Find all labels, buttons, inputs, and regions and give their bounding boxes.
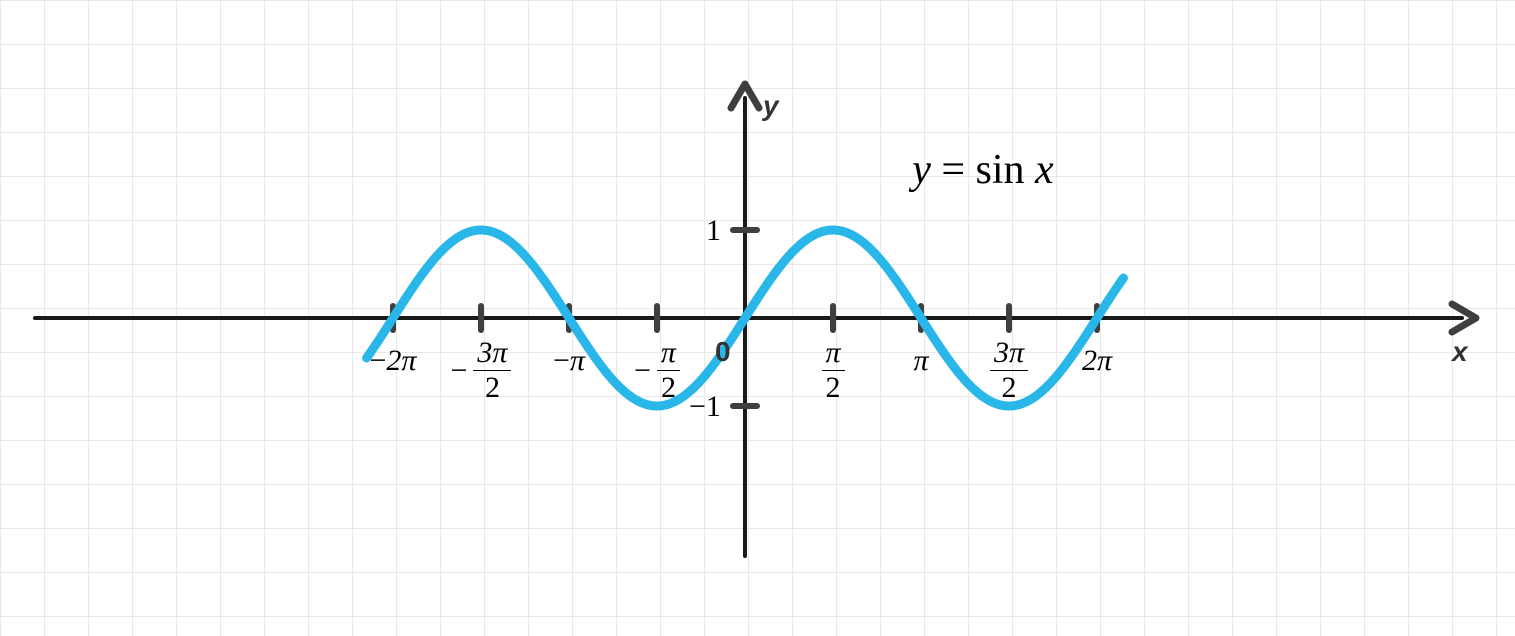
tick-label: π2 bbox=[822, 338, 845, 403]
x-axis-label: x bbox=[1452, 336, 1468, 368]
sine-chart bbox=[0, 0, 1515, 636]
tick-label: −1 bbox=[689, 390, 721, 424]
tick-label: −3π2 bbox=[451, 338, 512, 403]
tick-label: 2π bbox=[1082, 344, 1112, 378]
tick-label: −π2 bbox=[634, 338, 680, 403]
function-label: y = sin x bbox=[912, 146, 1054, 194]
origin-label: 0 bbox=[715, 336, 731, 368]
tick-label: 3π2 bbox=[990, 338, 1028, 403]
tick-label: π bbox=[914, 344, 929, 378]
tick-label: −2π bbox=[370, 344, 417, 378]
y-axis-label: y bbox=[763, 90, 779, 122]
tick-label: 1 bbox=[706, 214, 721, 248]
axes bbox=[35, 84, 1476, 556]
tick-label: −π bbox=[553, 344, 585, 378]
